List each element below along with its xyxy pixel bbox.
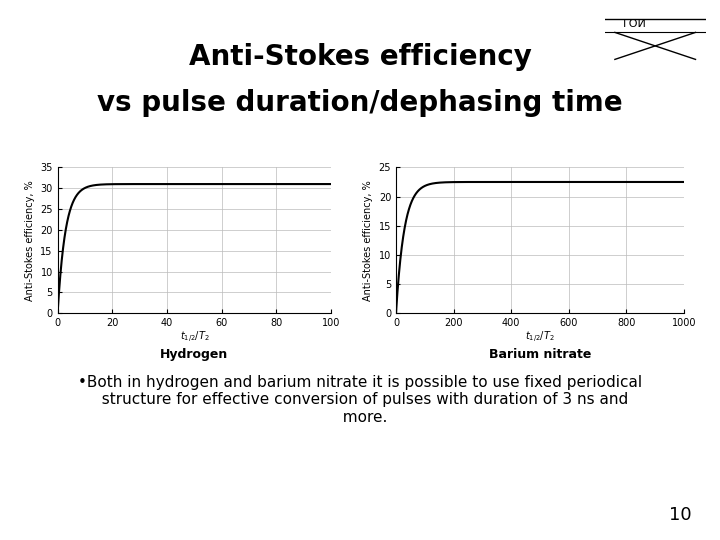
Text: Barium nitrate: Barium nitrate [489, 348, 591, 361]
Text: Anti-Stokes efficiency: Anti-Stokes efficiency [189, 43, 531, 71]
Y-axis label: Anti-Stokes efficiency, %: Anti-Stokes efficiency, % [363, 180, 373, 301]
Text: ГОИ: ГОИ [623, 19, 647, 29]
Text: Hydrogen: Hydrogen [161, 348, 228, 361]
X-axis label: $t_{1/2}/T_2$: $t_{1/2}/T_2$ [525, 329, 555, 345]
Text: vs pulse duration/dephasing time: vs pulse duration/dephasing time [97, 89, 623, 117]
Text: •Both in hydrogen and barium nitrate it is possible to use fixed periodical
  st: •Both in hydrogen and barium nitrate it … [78, 375, 642, 424]
Text: 10: 10 [669, 506, 691, 524]
X-axis label: $t_{1/2}/T_2$: $t_{1/2}/T_2$ [179, 329, 210, 345]
Y-axis label: Anti-Stokes efficiency, %: Anti-Stokes efficiency, % [24, 180, 35, 301]
